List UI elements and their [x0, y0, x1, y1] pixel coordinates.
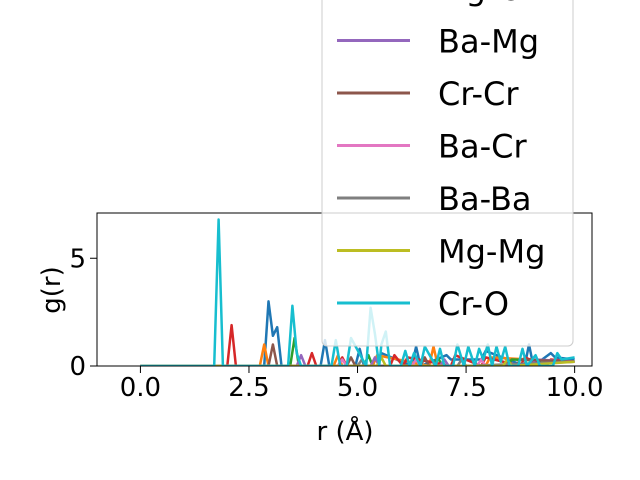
series-line-cr-cr — [140, 343, 575, 366]
series-line-cr-o — [140, 218, 575, 366]
series-line-cr-ba — [140, 343, 575, 366]
y-tick-label: 5 — [69, 244, 86, 274]
legend-label-ba-mg: Ba-Mg — [438, 23, 539, 61]
x-axis: 0.0 2.5 5.0 7.5 10.0 — [120, 366, 604, 403]
series-layer — [140, 218, 575, 366]
legend-label-ba-ba: Ba-Ba — [438, 180, 532, 218]
legend-label-cr-cr: Cr-Cr — [438, 75, 519, 113]
y-tick-label: 0 — [69, 352, 86, 382]
series-line-ba-mg — [140, 353, 575, 366]
legend-label-mg-mg: Mg-Mg — [438, 233, 545, 271]
x-tick-label: 2.5 — [228, 373, 269, 403]
legend-label-mg-o: Mg-O — [438, 0, 524, 8]
x-tick-label: 7.5 — [445, 373, 486, 403]
x-tick-label: 10.0 — [546, 373, 604, 403]
legend-box — [321, 0, 574, 347]
y-axis: 05 — [69, 244, 97, 382]
legend: Ba-OCr-BaMg-CrMg-OBa-MgCr-CrBa-CrBa-BaMg… — [321, 0, 574, 347]
legend-label-cr-o: Cr-O — [438, 285, 509, 323]
x-tick-label: 5.0 — [337, 373, 378, 403]
x-axis-label: r (Å) — [316, 415, 373, 447]
x-tick-label: 0.0 — [120, 373, 161, 403]
y-axis-label: g(r) — [37, 266, 67, 313]
legend-label-ba-cr: Ba-Cr — [438, 128, 527, 166]
